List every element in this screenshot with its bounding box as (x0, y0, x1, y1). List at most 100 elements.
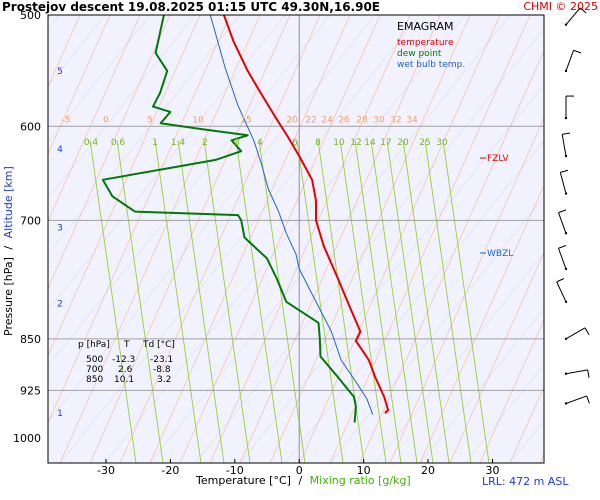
mixing-ratio-line (402, 139, 450, 463)
y-label-sep: / (2, 246, 15, 250)
x-label-temp: Temperature [°C] (195, 474, 291, 487)
y-label-pressure: Pressure [hPa] (2, 257, 15, 336)
wind-barb-dot (564, 267, 568, 271)
wind-barb-feather (584, 327, 590, 335)
mixing-ratio-line (296, 139, 344, 463)
lrl-label: LRL: 472 m ASL (482, 475, 569, 488)
wind-barb-staff (558, 248, 567, 270)
isotherm-tick-label: 15 (240, 115, 251, 125)
fzlv-label: FZLV (487, 154, 509, 164)
dry-adiabat-line (269, 15, 471, 463)
grid-layer (48, 15, 544, 463)
table-cell: 2.6 (118, 365, 133, 375)
altitude-tick-label: 3 (57, 223, 63, 233)
x-axis-title: Temperature [°C] / Mixing ratio [g/kg] (195, 474, 411, 487)
wind-barb-dot (564, 154, 568, 158)
isotherm-tick-label: 22 (305, 115, 316, 125)
temperature-tick-label: -30 (97, 464, 115, 477)
dry-adiabat-line (539, 453, 544, 463)
isotherm-tick-label: 5 (147, 115, 153, 125)
dry-adiabat-line (119, 15, 321, 463)
saturated-adiabat-line (374, 252, 544, 463)
x-label-mix: Mixing ratio [g/kg] (310, 474, 411, 487)
isotherm-tick-label: 10 (192, 115, 204, 125)
mixing-ratio-tick-label: 2 (202, 138, 208, 148)
mixing-ratio-tick-label: 10 (333, 138, 345, 148)
table-header-td: Td [°C] (142, 340, 175, 350)
wind-barb-staff (565, 50, 574, 72)
mixing-ratio-line (89, 139, 137, 463)
temperature-tick-label: 20 (421, 464, 435, 477)
mixing-ratio-tick-label: 3 (234, 138, 240, 148)
saturated-adiabat-line (59, 15, 421, 463)
wind-barb (564, 7, 587, 26)
dry-adiabat-line (48, 15, 231, 424)
wbzl-label: WBZL (487, 249, 513, 259)
mixing-ratio-tick-label: 14 (364, 138, 376, 148)
saturated-adiabat-line (104, 15, 466, 463)
y-label-altitude: Altitude [km] (2, 166, 15, 238)
wind-barb-feather (579, 7, 587, 14)
mixing-ratio-tick-label: 8 (315, 138, 321, 148)
pressure-tick-label: 1000 (13, 432, 41, 445)
mixing-ratio-tick-label: 30 (436, 138, 448, 148)
svg-text:Pressure [hPa] / A: Pressure [hPa] / Altitude [km] (2, 166, 15, 336)
mixing-ratio-tick-label: 0.4 (84, 138, 99, 148)
wind-barb-feather (587, 369, 590, 378)
isotherm-tick-label: 30 (373, 115, 385, 125)
level-markers: FZLV WBZL (480, 154, 513, 259)
dry-adiabat-line (359, 50, 544, 463)
wind-barb (564, 369, 590, 378)
table-header-p: p [hPa] (78, 340, 110, 350)
saturated-adiabat-line (149, 15, 511, 463)
table-cell: 500 (86, 355, 103, 365)
wind-barb (558, 209, 568, 235)
wind-barb (564, 327, 590, 341)
dry-adiabat-line (329, 15, 531, 463)
temperature-tick-label: -10 (226, 464, 244, 477)
temperature-tick-label: -20 (161, 464, 179, 477)
table-cell: -23.1 (150, 355, 173, 365)
mixing-ratio-tick-label: 25 (419, 138, 430, 148)
mixing-ratio-line (203, 139, 251, 463)
dry-adiabat-line (509, 386, 544, 463)
wind-barb-feather (586, 395, 590, 404)
saturated-adiabat-line (464, 364, 544, 463)
profile-line-temperature (222, 15, 390, 414)
dry-adiabat-line (389, 117, 544, 463)
mixing-ratio-tick-label: 12 (350, 138, 361, 148)
wind-barb-staff (565, 369, 588, 375)
plot-background (48, 15, 544, 463)
legend-dew-point: dew point (397, 49, 442, 59)
altitude-tick-label: 5 (57, 67, 63, 77)
wind-barb-dot (564, 69, 568, 73)
altitude-tick-label: 1 (57, 409, 63, 419)
mixing-ratio-line (154, 139, 202, 463)
mixing-ratio-tick-label: 4 (257, 138, 263, 148)
mixing-ratio-line (442, 139, 490, 463)
mixing-ratio-tick-label: 17 (380, 138, 391, 148)
isotherm-tick-label: 24 (321, 115, 333, 125)
saturated-adiabat-line (48, 15, 376, 423)
saturated-adiabat-line (194, 28, 544, 463)
saturated-adiabat-line (239, 84, 544, 463)
mixing-ratio-line (386, 139, 434, 463)
wind-barb-dot (564, 23, 568, 26)
table-cell: -8.8 (153, 365, 171, 375)
dry-adiabat-line (48, 15, 111, 155)
wind-barbs (556, 7, 590, 405)
table-header-t: T (123, 340, 130, 350)
wind-barb (564, 95, 574, 120)
brand-link[interactable]: CHMI © 2025 (523, 0, 598, 13)
profile-line-wet-bulb-temp- (209, 15, 374, 415)
wind-barb (564, 49, 582, 73)
temperature-tick-label: 0 (296, 464, 303, 477)
wind-barb-staff (558, 212, 567, 234)
legend-temperature: temperature (397, 38, 454, 48)
isotherm-tick-label: 26 (338, 115, 350, 125)
table-cell: 3.2 (157, 375, 171, 385)
wind-barb-dot (564, 232, 568, 235)
temperature-tick-label: 10 (357, 464, 371, 477)
altitude-tick-label: 4 (57, 145, 63, 155)
